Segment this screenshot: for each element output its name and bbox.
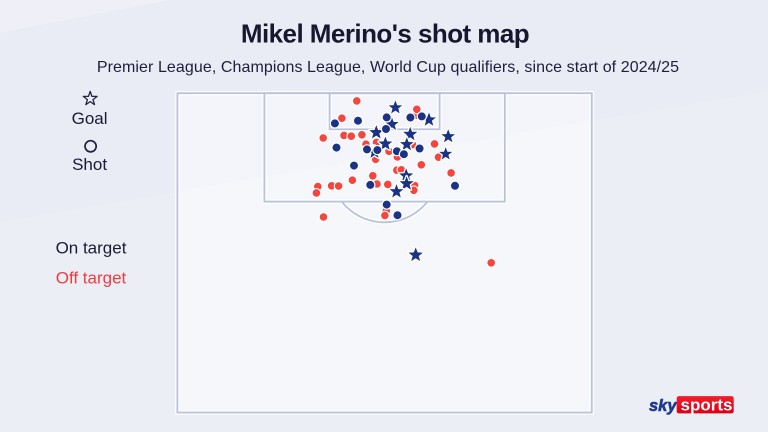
svg-text:Off target: Off target xyxy=(56,269,127,288)
svg-text:Premier League, Champions Leag: Premier League, Champions League, World … xyxy=(97,59,679,76)
svg-text:sports: sports xyxy=(681,396,733,415)
svg-text:Mikel Merino's shot map: Mikel Merino's shot map xyxy=(241,18,529,48)
svg-text:On target: On target xyxy=(56,239,127,258)
svg-text:Goal: Goal xyxy=(72,109,108,128)
svg-text:sky: sky xyxy=(649,397,677,415)
svg-text:Shot: Shot xyxy=(72,155,107,174)
